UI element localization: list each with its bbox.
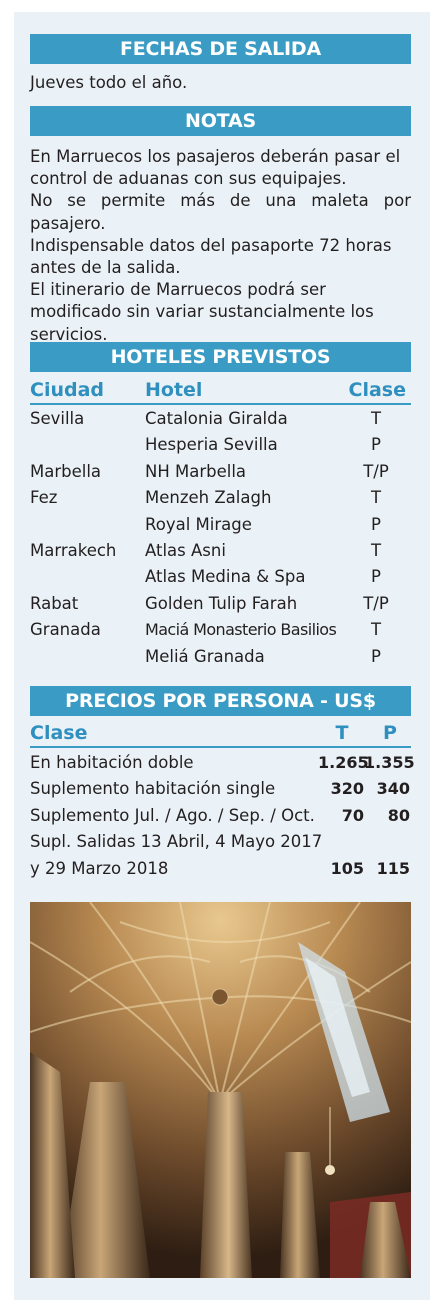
hotel-row-clase: P <box>371 646 381 666</box>
precio-row-p: 340 <box>376 779 410 799</box>
precio-row-t: 320 <box>330 779 364 799</box>
precios-heading: PRECIOS POR PERSONA - US$ <box>30 686 411 716</box>
hoteles-col-clase: Clase <box>348 379 406 401</box>
precios-col-t: T <box>335 722 349 744</box>
nota-item: El itinerario de Marruecos podrá ser mod… <box>30 280 374 344</box>
precio-row-label: Supl. Salidas 13 Abril, 4 Mayo 2017 <box>30 832 323 852</box>
hoteles-col-ciudad: Ciudad <box>30 379 105 401</box>
hoteles-col-hotel: Hotel <box>145 379 203 401</box>
precio-row-label: Suplemento Jul. / Ago. / Sep. / Oct. <box>30 805 315 825</box>
hotel-row-ciudad: Marbella <box>30 461 102 481</box>
hoteles-header-rule <box>30 403 411 405</box>
hotel-row-clase: P <box>371 567 381 587</box>
nota-item: Indispensable datos del pasaporte 72 hor… <box>30 235 392 278</box>
precio-row-label: y 29 Marzo 2018 <box>30 858 169 878</box>
precio-row-t: 105 <box>330 858 364 878</box>
hotel-row-hotel: NH Marbella <box>145 461 247 481</box>
cathedral-vault-photo <box>30 902 411 1278</box>
nota-item: No se permite más de una maleta por pasa… <box>30 191 411 233</box>
hotel-row-hotel: Royal Mirage <box>145 514 252 534</box>
hotel-row-hotel: Hesperia Sevilla <box>145 435 278 455</box>
hotel-row-hotel: Meliá Granada <box>145 646 265 666</box>
hotel-row-clase: P <box>371 435 381 455</box>
fechas-heading: FECHAS DE SALIDA <box>30 34 411 64</box>
precio-row-t: 70 <box>341 805 364 825</box>
hotel-row-hotel: Maciá Monasterio Basilios <box>145 620 337 640</box>
precio-row-label: Suplemento habitación single <box>30 779 276 799</box>
hoteles-heading: HOTELES PREVISTOS <box>30 342 411 372</box>
precios-col-p: P <box>383 722 397 744</box>
precio-row-p: 80 <box>387 805 410 825</box>
hotel-row-ciudad: Granada <box>30 620 101 640</box>
hotel-row-ciudad: Fez <box>30 488 58 508</box>
hotel-row-ciudad: Marrakech <box>30 541 117 560</box>
hotel-row-clase: P <box>371 514 381 534</box>
nota-item: En Marruecos los pasajeros deberán pasar… <box>30 147 401 189</box>
precios-header-rule <box>30 746 411 748</box>
hotel-row-hotel: Catalonia Giralda <box>145 409 288 428</box>
hotel-row-hotel: Atlas Asni <box>145 541 226 560</box>
precio-row-p: 115 <box>376 858 410 878</box>
precios-col-clase: Clase <box>30 722 88 744</box>
notas-heading: NOTAS <box>30 106 411 136</box>
hotel-row-clase: T <box>370 620 382 640</box>
hotel-row-hotel: Golden Tulip Farah <box>145 593 298 613</box>
fechas-text: Jueves todo el año. <box>30 73 188 92</box>
hotel-row-hotel: Menzeh Zalagh <box>145 488 272 508</box>
notas-body: En Marruecos los pasajeros deberán pasar… <box>30 146 411 346</box>
precio-row-t: 1.265 <box>318 753 369 772</box>
hotel-row-clase: T <box>370 541 382 560</box>
hotel-row-clase: T/P <box>363 593 389 613</box>
hotel-row-ciudad: Sevilla <box>30 409 85 428</box>
hotel-row-clase: T <box>370 488 382 508</box>
hotel-row-hotel: Atlas Medina & Spa <box>145 567 306 587</box>
hotel-row-clase: T/P <box>363 461 389 481</box>
precio-row-p: 1.355 <box>364 753 415 772</box>
precio-row-label: En habitación doble <box>30 753 194 772</box>
hotel-row-clase: T <box>370 409 382 428</box>
hotel-row-ciudad: Rabat <box>30 593 79 613</box>
